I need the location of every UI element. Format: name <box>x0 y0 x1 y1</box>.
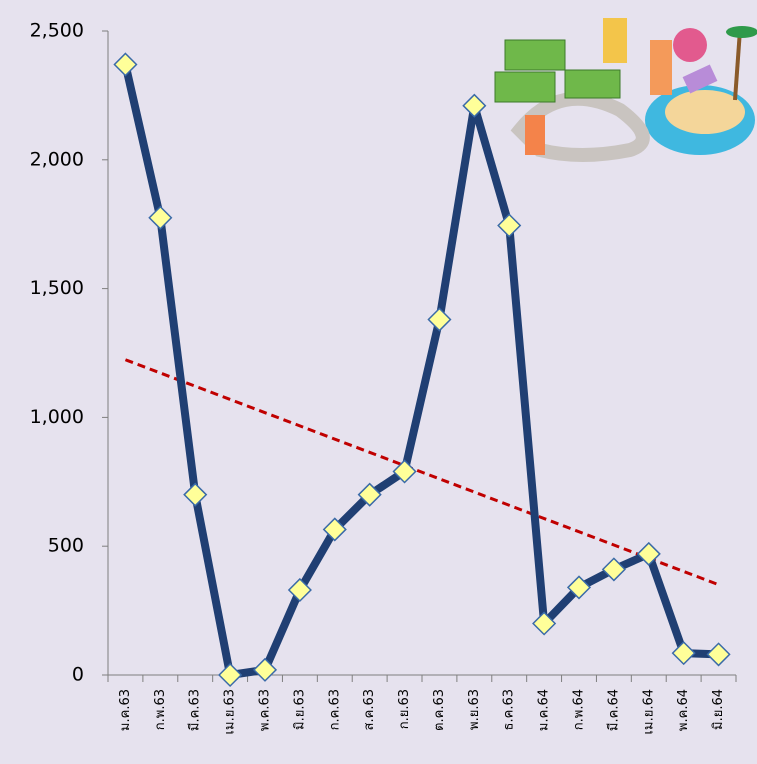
decoration <box>494 18 757 162</box>
x-tick-label: ธ.ค.63 <box>502 689 517 730</box>
data-point <box>287 577 312 603</box>
y-tick-label: 1,500 <box>30 277 84 299</box>
data-point <box>392 459 417 484</box>
y-tick-label: 2,000 <box>30 148 84 170</box>
y-tick-label: 500 <box>48 535 84 557</box>
data-point <box>462 93 487 118</box>
x-tick-label: ส.ค.63 <box>362 689 377 730</box>
x-tick-label: ก.ย.63 <box>397 689 412 729</box>
x-tick-label: ต.ค.63 <box>432 689 447 731</box>
x-tick-label: มี.ค.64 <box>605 689 621 731</box>
x-tick-label: พ.ค.63 <box>258 689 273 731</box>
x-tick-label: ก.ค.63 <box>327 689 342 730</box>
x-tick-label: เม.ย.63 <box>223 689 238 734</box>
data-point <box>148 205 173 230</box>
x-tick-label: พ.ย.63 <box>467 689 482 730</box>
data-point <box>532 611 557 636</box>
data-point <box>566 575 592 600</box>
data-point <box>357 482 382 507</box>
data-point <box>322 517 347 542</box>
data-point <box>252 657 278 682</box>
x-tick-label: ก.พ.63 <box>153 689 168 730</box>
data-point <box>671 641 696 666</box>
x-tick-label: ม.ค.63 <box>118 689 133 731</box>
data-point <box>427 307 452 332</box>
data-point <box>497 213 522 238</box>
data-point <box>636 541 661 566</box>
x-tick-label: มี.ค.63 <box>187 689 203 731</box>
x-tick-label: พ.ค.64 <box>676 689 691 731</box>
x-tick-label: เม.ย.64 <box>641 689 656 734</box>
y-tick-label: 2,500 <box>30 20 84 42</box>
y-tick-label: 1,000 <box>30 406 84 428</box>
trend-line <box>124 358 720 587</box>
x-tick-label: มิ.ย.64 <box>711 689 726 730</box>
x-tick-label: ก.พ.64 <box>572 689 587 730</box>
x-tick-label: ม.ค.64 <box>537 689 552 731</box>
x-tick-label: มิ.ย.63 <box>292 689 307 730</box>
data-point <box>183 482 208 507</box>
data-point <box>601 557 626 582</box>
data-point <box>706 642 731 667</box>
y-tick-label: 0 <box>72 664 84 686</box>
data-point <box>218 662 243 688</box>
data-point <box>113 52 138 77</box>
